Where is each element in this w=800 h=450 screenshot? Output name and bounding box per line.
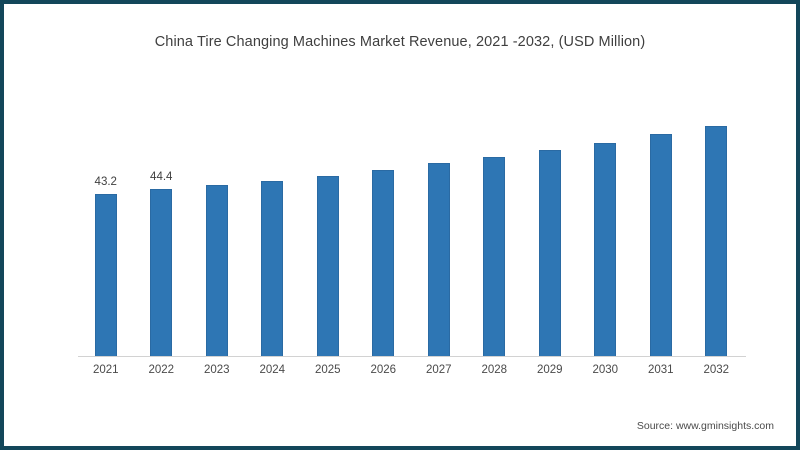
bar-slot bbox=[189, 96, 245, 356]
x-tick-label-2021: 2021 bbox=[92, 364, 119, 376]
bar-2028[interactable] bbox=[483, 157, 506, 356]
chart-canvas: China Tire Changing Machines Market Reve… bbox=[4, 4, 796, 446]
x-tick-label-2027: 2027 bbox=[425, 364, 452, 376]
bar-slot: 44.4 bbox=[134, 96, 190, 356]
bar-slot bbox=[689, 96, 745, 356]
x-tick-label-2026: 2026 bbox=[370, 364, 397, 376]
bar-2021[interactable] bbox=[94, 194, 117, 356]
bar-2025[interactable] bbox=[316, 176, 339, 356]
bar-slot bbox=[467, 96, 523, 356]
bar-slot bbox=[245, 96, 301, 356]
x-axis-tick-labels: 2021 2022 2023 2024 2025 2026 2027 2028 2029 2030… bbox=[78, 364, 744, 376]
bar-2022[interactable] bbox=[150, 189, 173, 356]
bar-slot bbox=[633, 96, 689, 356]
x-tick-label-2030: 2030 bbox=[592, 364, 619, 376]
x-tick-label-2032: 2032 bbox=[703, 364, 730, 376]
x-tick-label-2028: 2028 bbox=[481, 364, 508, 376]
bar-2027[interactable] bbox=[427, 163, 450, 356]
chart-title: China Tire Changing Machines Market Reve… bbox=[154, 34, 646, 50]
bar-2024[interactable] bbox=[261, 181, 284, 356]
bar-2029[interactable] bbox=[538, 150, 561, 356]
bar-value-label: 44.4 bbox=[150, 171, 173, 183]
bar-series: 43.2 44.4 bbox=[78, 96, 744, 356]
x-tick-label-2024: 2024 bbox=[259, 364, 286, 376]
x-tick-label-2031: 2031 bbox=[647, 364, 674, 376]
x-tick-label-2025: 2025 bbox=[314, 364, 341, 376]
x-tick-label-2029: 2029 bbox=[536, 364, 563, 376]
bar-2032[interactable] bbox=[705, 126, 728, 356]
x-tick-label-2022: 2022 bbox=[148, 364, 175, 376]
source-attribution: Source: www.gminsights.com bbox=[636, 420, 774, 432]
bar-value-label: 43.2 bbox=[94, 176, 117, 188]
bar-2026[interactable] bbox=[372, 170, 395, 356]
bar-slot bbox=[356, 96, 412, 356]
bar-slot bbox=[411, 96, 467, 356]
bar-slot: 43.2 bbox=[78, 96, 134, 356]
bar-2031[interactable] bbox=[649, 134, 672, 356]
bar-slot bbox=[300, 96, 356, 356]
x-axis-line bbox=[78, 356, 746, 357]
x-tick-label-2023: 2023 bbox=[203, 364, 230, 376]
bar-2023[interactable] bbox=[205, 185, 228, 356]
bar-slot bbox=[522, 96, 578, 356]
bar-slot bbox=[578, 96, 634, 356]
bar-2030[interactable] bbox=[594, 143, 617, 356]
